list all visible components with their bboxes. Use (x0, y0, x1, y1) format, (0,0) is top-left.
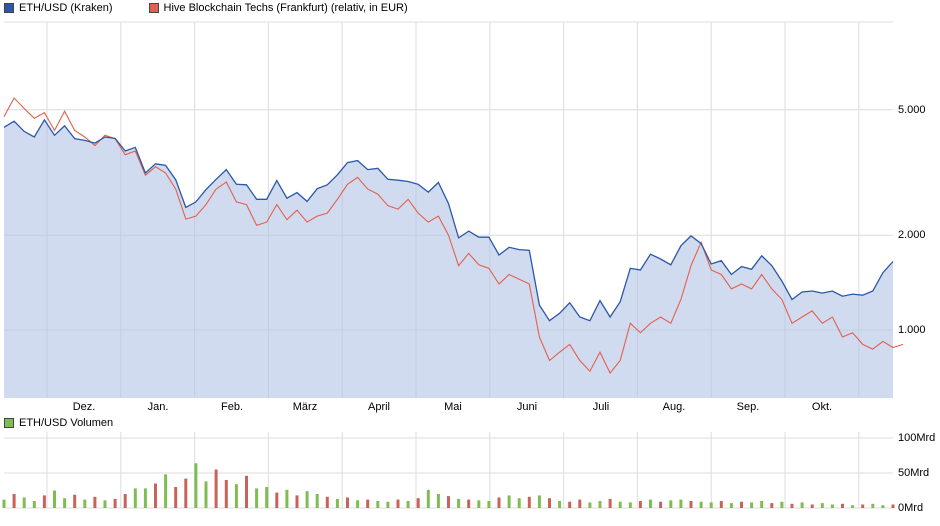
eth-usd-series-swatch-icon (4, 3, 14, 13)
month-label-sep: Sep. (736, 401, 760, 413)
month-label-aug: Aug. (662, 401, 686, 413)
month-label-maerz: März (292, 401, 318, 413)
legend-item-hive-blockchain: Hive Blockchain Techs (Frankfurt) (relat… (148, 2, 408, 14)
month-label-juli: Juli (592, 401, 610, 413)
volume-tick-50mrd: 50Mrd (898, 467, 930, 479)
legend-hive-label: Hive Blockchain Techs (Frankfurt) (relat… (163, 2, 408, 14)
price-legend: ETH/USD (Kraken) Hive Blockchain Techs (… (4, 2, 408, 14)
legend-item-eth-usd-volume: ETH/USD Volumen (4, 417, 113, 429)
price-tick-2000: 2.000 (898, 229, 926, 241)
volume-legend: ETH/USD Volumen (4, 417, 113, 429)
month-label-okt: Okt. (811, 401, 833, 413)
volume-tick-0mrd: 0Mrd (898, 502, 924, 514)
volume-tick-100mrd: 100Mrd (898, 432, 936, 444)
month-label-dez: Dez. (72, 401, 96, 413)
hive-series-swatch-icon (148, 3, 159, 13)
month-label-feb: Feb. (220, 401, 244, 413)
legend-item-eth-usd: ETH/USD (Kraken) (4, 2, 113, 14)
x-axis-month-labels: Dez. Jan. Feb. März April Mai Juni Juli … (0, 401, 940, 415)
legend-volume-label: ETH/USD Volumen (19, 417, 114, 429)
volume-series-swatch-icon (4, 418, 14, 428)
month-label-juni: Juni (516, 401, 538, 413)
month-label-mai: Mai (444, 401, 462, 413)
month-label-april: April (367, 401, 391, 413)
month-label-jan: Jan. (147, 401, 169, 413)
legend-eth-usd-label: ETH/USD (Kraken) (19, 2, 113, 14)
price-tick-1000: 1.000 (898, 324, 926, 336)
price-tick-5000: 5.000 (898, 104, 926, 116)
